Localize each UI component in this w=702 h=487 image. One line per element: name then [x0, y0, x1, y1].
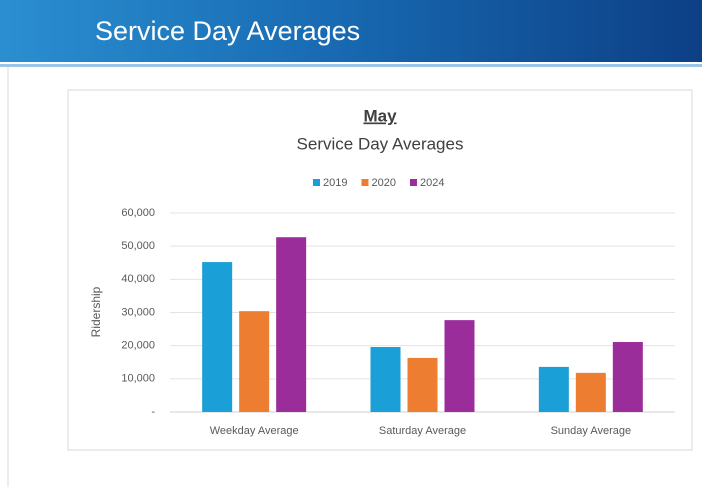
- legend-swatch: [361, 179, 369, 186]
- y-tick-label: 60,000: [121, 207, 155, 219]
- y-tick-label: 30,000: [121, 306, 155, 318]
- y-tick-label: 20,000: [121, 340, 155, 352]
- y-tick-label: 10,000: [121, 373, 155, 385]
- chart-subtitle: Service Day Averages: [297, 134, 464, 153]
- bar: [239, 311, 270, 412]
- x-tick-label: Weekday Average: [210, 425, 299, 437]
- bar: [202, 262, 233, 412]
- bar: [575, 372, 606, 412]
- bar: [612, 342, 643, 412]
- bar: [370, 346, 401, 412]
- legend-label: 2024: [420, 177, 444, 189]
- y-axis-label: Ridership: [89, 286, 103, 337]
- y-tick-label: 40,000: [121, 273, 155, 285]
- header-band: [0, 0, 702, 62]
- chart-title: May: [363, 106, 397, 125]
- legend-label: 2020: [371, 177, 395, 189]
- header-rule: [0, 64, 702, 67]
- bar: [407, 357, 438, 412]
- legend-swatch: [409, 179, 417, 186]
- y-tick-label: -: [151, 406, 155, 418]
- bar: [538, 366, 569, 412]
- legend-label: 2019: [323, 177, 347, 189]
- x-tick-label: Saturday Average: [379, 425, 466, 437]
- bar: [444, 320, 475, 412]
- legend-swatch: [313, 179, 320, 186]
- x-tick-label: Sunday Average: [551, 425, 632, 437]
- y-tick-label: 50,000: [121, 240, 155, 252]
- slide-title: Service Day Averages: [95, 16, 360, 46]
- bar: [276, 237, 307, 412]
